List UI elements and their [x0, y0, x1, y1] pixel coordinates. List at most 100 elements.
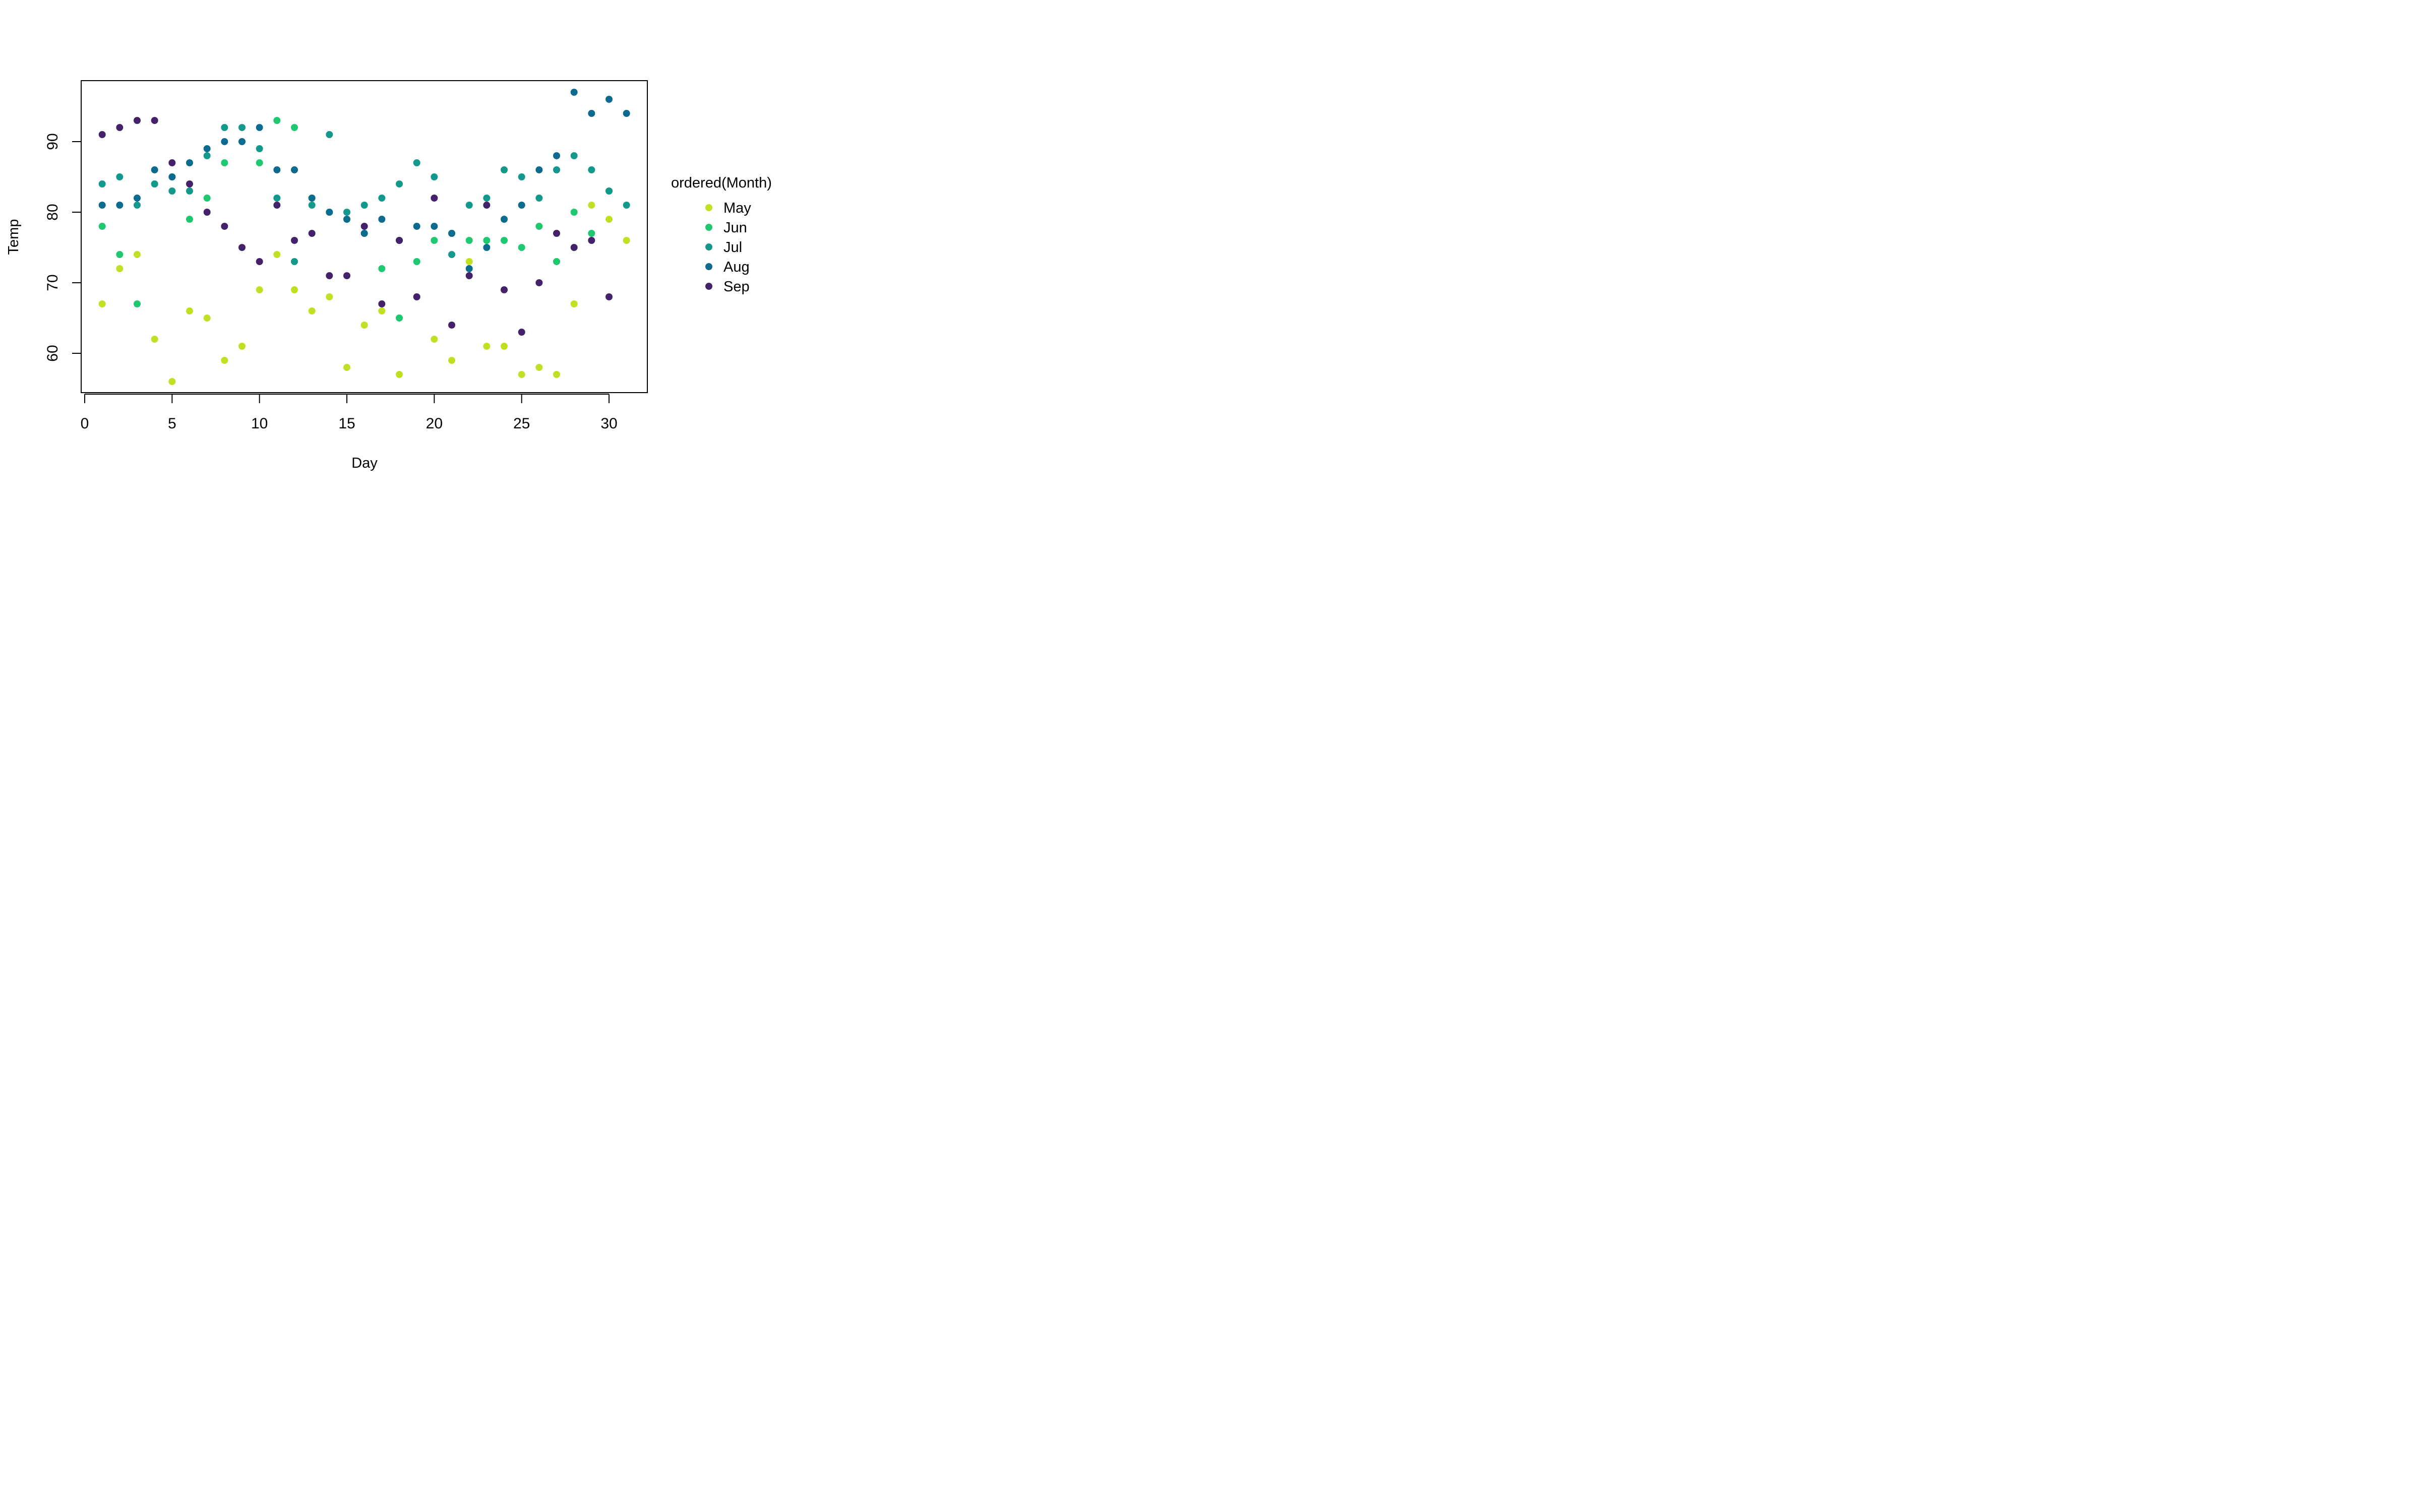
data-point [465, 237, 473, 244]
data-point [308, 195, 316, 202]
data-point [518, 329, 525, 336]
data-point [606, 187, 613, 195]
data-point [623, 202, 630, 209]
data-point [221, 223, 228, 230]
legend-label: Aug [723, 259, 750, 275]
data-point [291, 166, 298, 173]
series-aug [98, 89, 630, 272]
legend-label: Jun [723, 220, 747, 236]
data-point [308, 230, 316, 237]
y-axis-label: Temp [6, 219, 22, 255]
data-point [186, 180, 193, 187]
data-point [186, 216, 193, 223]
data-point [465, 202, 473, 209]
data-point [98, 300, 106, 307]
data-point [203, 145, 211, 152]
data-point [431, 336, 438, 343]
data-point [570, 152, 578, 159]
data-point [518, 202, 525, 209]
data-point [413, 258, 420, 265]
data-point [483, 195, 491, 202]
data-point [326, 293, 333, 300]
data-point [221, 138, 228, 145]
data-point [203, 314, 211, 322]
data-point [588, 230, 595, 237]
data-point [483, 237, 491, 244]
data-point [151, 117, 158, 124]
y-tick-label: 60 [44, 345, 61, 361]
data-point [221, 159, 228, 166]
data-point [151, 180, 158, 187]
data-point [221, 357, 228, 364]
data-point [553, 258, 560, 265]
legend-label: May [723, 200, 751, 216]
data-point [483, 343, 491, 350]
x-tick-label: 20 [426, 415, 443, 432]
data-point [448, 251, 455, 258]
data-point [134, 195, 141, 202]
x-tick-label: 0 [81, 415, 89, 432]
legend-item-aug: Aug [705, 259, 750, 275]
data-point [273, 195, 281, 202]
data-point [343, 216, 350, 223]
data-point [116, 202, 124, 209]
data-point [465, 258, 473, 265]
data-point [134, 300, 141, 307]
data-point [238, 124, 246, 131]
data-point [151, 166, 158, 173]
x-tick-label: 5 [168, 415, 176, 432]
data-point [291, 258, 298, 265]
x-tick-label: 15 [338, 415, 355, 432]
data-point [116, 173, 124, 180]
data-point [326, 272, 333, 279]
x-tick-label: 25 [513, 415, 530, 432]
scatter-chart: 0 5 10 15 20 25 30 60 70 80 90 Day Temp ordered(M… [0, 0, 791, 484]
data-point [221, 124, 228, 131]
legend-marker [705, 243, 712, 250]
legend-marker [705, 263, 712, 270]
legend-item-may: May [705, 200, 751, 216]
data-point [501, 216, 508, 223]
data-point [116, 124, 124, 131]
data-point [606, 96, 613, 103]
y-tick-label: 90 [44, 133, 61, 150]
series-jul [98, 124, 630, 265]
data-point [501, 286, 508, 293]
data-point [238, 138, 246, 145]
data-points [98, 89, 630, 385]
data-point [256, 286, 263, 293]
data-point [256, 145, 263, 152]
data-point [413, 293, 420, 300]
data-point [553, 166, 560, 173]
legend: ordered(Month) May Jun Jul Aug Sep [671, 175, 772, 295]
data-point [448, 230, 455, 237]
data-point [431, 173, 438, 180]
data-point [378, 265, 386, 272]
x-axis: 0 5 10 15 20 25 30 [81, 394, 618, 432]
data-point [606, 216, 613, 223]
data-point [326, 131, 333, 138]
data-point [186, 307, 193, 314]
data-point [308, 202, 316, 209]
data-point [256, 159, 263, 166]
data-point [256, 124, 263, 131]
data-point [360, 230, 368, 237]
data-point [238, 244, 246, 251]
legend-item-jun: Jun [705, 220, 747, 236]
data-point [203, 152, 211, 159]
series-sep [98, 117, 613, 336]
data-point [256, 258, 263, 265]
data-point [518, 244, 525, 251]
data-point [448, 322, 455, 329]
data-point [553, 230, 560, 237]
data-point [378, 300, 386, 307]
data-point [203, 195, 211, 202]
data-point [134, 202, 141, 209]
data-point [151, 336, 158, 343]
data-point [168, 173, 176, 180]
data-point [98, 202, 106, 209]
data-point [378, 307, 386, 314]
legend-marker [705, 204, 712, 211]
data-point [186, 187, 193, 195]
data-point [273, 202, 281, 209]
